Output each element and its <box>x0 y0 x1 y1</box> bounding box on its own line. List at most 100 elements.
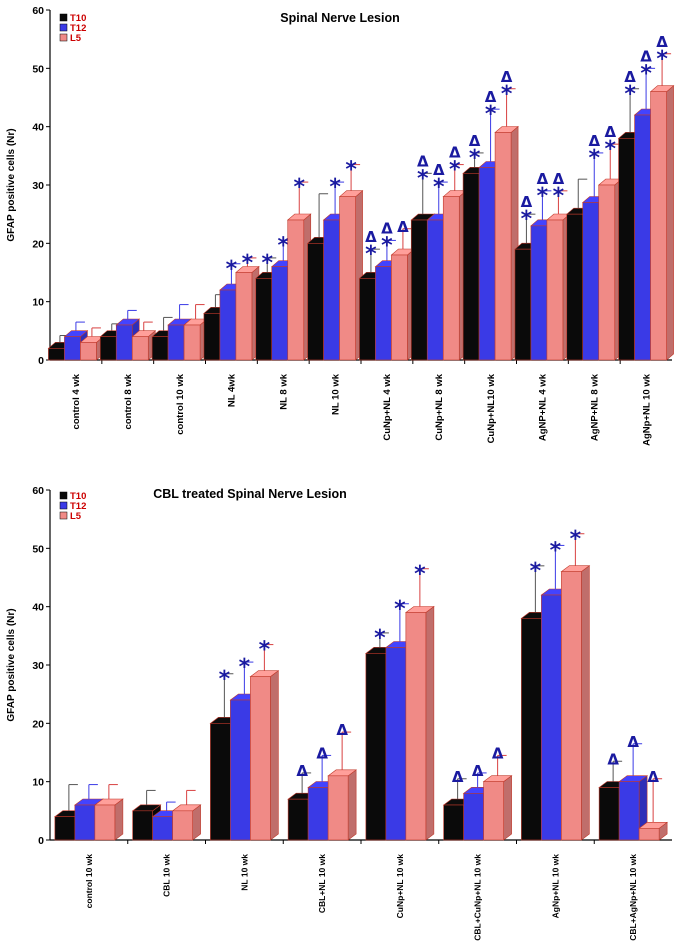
chart1-bar-t12 <box>478 167 496 361</box>
chart2-title: CBL treated Spinal Nerve Lesion <box>153 487 347 501</box>
chart2-y-tick-label: 30 <box>32 660 44 672</box>
chart1-significance-delta: Δ <box>501 68 513 86</box>
chart2-bar-side-l5 <box>425 605 435 841</box>
chart1-legend-swatch-t10 <box>59 13 68 22</box>
chart2-bar-t10 <box>521 618 542 841</box>
chart2-bar-l5 <box>483 781 504 841</box>
chart1-bar-l5 <box>650 91 667 361</box>
chart2-bar-t12 <box>618 781 640 841</box>
chart1-bar-l5 <box>598 184 616 361</box>
chart1-bar-t10 <box>462 173 480 361</box>
chart2-significance-star: * <box>219 667 231 692</box>
chart2-category-label: CBL+AgNp+NL 10 wk <box>628 854 638 941</box>
chart1-bar-t12 <box>64 336 81 361</box>
chart2-bar-t10 <box>365 653 387 841</box>
chart2-category-label: control 10 wk <box>84 854 94 909</box>
chart2-significance-delta: Δ <box>316 744 328 762</box>
chart1-bar-l5 <box>391 254 408 361</box>
chart2-category-label: NL 10 wk <box>239 854 249 891</box>
chart1-significance-star: * <box>277 233 289 258</box>
chart1-bar-l5 <box>183 324 201 361</box>
chart1-significance-star: * <box>553 184 565 209</box>
chart1-bar-l5 <box>131 336 149 361</box>
chart1-bar-t10 <box>410 219 428 361</box>
chart2-y-tick-label: 60 <box>32 485 44 497</box>
chart2-significance-delta: Δ <box>336 721 348 739</box>
chart1-significance-delta: Δ <box>485 88 497 106</box>
chart1-bar-t12 <box>634 114 651 361</box>
chart2-bar-t12 <box>463 793 484 841</box>
chart1-significance-delta: Δ <box>624 68 636 86</box>
chart2-y-tick-label: 50 <box>32 543 44 555</box>
chart2-significance-delta: Δ <box>472 762 484 780</box>
chart2-significance-star: * <box>374 626 386 651</box>
chart1-bar-t12 <box>375 266 392 361</box>
chart1-bar-l5 <box>80 342 97 361</box>
chart1-significance-star: * <box>381 233 393 258</box>
chart2-bar-t12 <box>230 699 251 841</box>
chart2-category-label: CBL+NL 10 wk <box>317 854 327 913</box>
chart2-significance-star: * <box>239 655 251 680</box>
chart1-significance-star: * <box>345 158 357 183</box>
chart2-bar-side-l5 <box>347 769 357 841</box>
chart2-significance-star: * <box>259 638 271 663</box>
chart2-significance-star: * <box>530 559 542 584</box>
chart1-bar-t10 <box>255 278 273 361</box>
chart1-significance-star: * <box>640 61 652 86</box>
chart1-legend-label-l5: L5 <box>70 33 82 44</box>
chart1-category-label: CuNp+NL 4 wk <box>382 373 393 440</box>
chart1-bar-l5 <box>442 196 460 361</box>
chart2-bar-l5 <box>405 612 427 841</box>
chart1-legend-swatch-t12 <box>59 23 68 32</box>
chart1-bar-t10 <box>514 248 532 361</box>
chart1-bar-t10 <box>307 243 324 361</box>
chart1-significance-star: * <box>449 158 461 183</box>
chart2-y-tick-label: 10 <box>32 777 44 789</box>
chart2-legend-label-t12: T12 <box>70 501 86 512</box>
chart1-bar-l5 <box>546 219 564 361</box>
chart1-legend-label-t10: T10 <box>70 13 86 24</box>
chart1-significance-star: * <box>242 251 254 276</box>
chart1-bar-t10 <box>618 138 635 361</box>
chart1-significance-delta: Δ <box>417 152 429 170</box>
chart2-significance-star: * <box>414 562 426 587</box>
chart1-significance-delta: Δ <box>449 144 461 162</box>
chart2-y-tick-label: 40 <box>32 602 44 614</box>
chart1-bar-t10 <box>566 213 584 361</box>
chart1-category-label: NL 8 wk <box>279 373 290 409</box>
chart1-y-tick-label: 0 <box>38 355 44 367</box>
chart1-significance-delta: Δ <box>656 33 668 51</box>
chart2-significance-delta: Δ <box>296 762 308 780</box>
chart1-bar-t10 <box>203 313 221 361</box>
chart2-y-axis-label: GFAP positive cells (Nr) <box>6 608 17 721</box>
chart1-significance-delta: Δ <box>521 193 533 211</box>
chart1-y-tick-label: 30 <box>32 180 44 192</box>
chart2-bar-side-l5 <box>581 565 590 841</box>
chart1-y-tick-label: 60 <box>32 5 44 17</box>
chart2-significance-star: * <box>394 597 406 622</box>
chart2-bar-t10 <box>54 816 76 841</box>
chart2-bar-l5 <box>638 828 660 841</box>
chart1-significance-star: * <box>417 166 429 191</box>
chart2-bar-t10 <box>287 798 309 841</box>
chart2-significance-delta: Δ <box>452 768 464 786</box>
chart1-significance-star: * <box>293 175 305 200</box>
chart1-significance-star: * <box>656 47 668 72</box>
chart2-category-label: AgNp+NL 10 wk <box>550 854 560 919</box>
chart1-significance-delta: Δ <box>537 170 549 188</box>
chart2-category-label: CBL+CuNp+NL 10 wk <box>473 854 483 941</box>
chart1-significance-star: * <box>226 257 238 282</box>
chart1-bar-l5 <box>339 196 356 361</box>
chart1-bar-t12 <box>219 289 237 361</box>
chart2-significance-delta: Δ <box>627 733 639 751</box>
chart1-significance-delta: Δ <box>433 161 445 179</box>
chart1-category-label: AgNP+NL 8 wk <box>590 373 601 441</box>
chart1-significance-delta: Δ <box>640 47 652 65</box>
chart1-significance-star: * <box>501 82 513 107</box>
chart1-significance-star: * <box>261 251 273 276</box>
chart1-bar-t12 <box>167 324 185 361</box>
chart2-legend-label-l5: L5 <box>70 511 82 522</box>
chart2-bar-l5 <box>250 676 271 841</box>
chart2-bar-t10 <box>132 810 153 841</box>
